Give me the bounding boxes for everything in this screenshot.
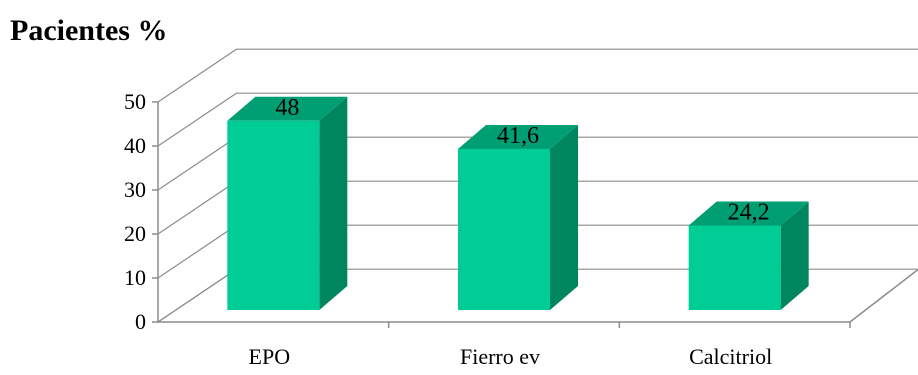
y-tick-label: 50 [124,89,146,114]
data-labels: 48 41,6 24,2 [275,95,769,226]
floor-edge [157,268,237,323]
bar-top [688,201,809,226]
bar-side [550,124,578,311]
bar [458,148,550,310]
bars [227,96,809,311]
axes [152,101,918,328]
x-category-label: Calcitriol [689,344,772,369]
bar-side [780,201,809,310]
gridline [157,92,918,147]
bar-top [458,124,578,149]
y-tick-label: 40 [124,133,146,158]
data-label: 24,2 [728,200,770,226]
y-axis-ticks: 0 10 20 30 40 50 [124,89,146,334]
bar-side [319,96,348,310]
y-tick-label: 20 [124,221,146,246]
bar-top [227,96,348,121]
data-label: 41,6 [497,123,539,149]
x-axis-categories: EPO Fierro ev Calcitriol [249,344,773,369]
y-tick-label: 30 [124,177,146,202]
data-label: 48 [275,95,299,121]
y-tick-label: 0 [135,309,146,334]
bar [227,120,320,310]
x-category-label: EPO [249,344,291,369]
gridline [157,48,918,103]
y-tick-label: 10 [124,265,146,290]
bar [688,225,781,310]
chart-title: Pacientes % [10,14,167,47]
x-category-label: Fierro ev [460,344,540,369]
axis-lines [157,102,918,323]
